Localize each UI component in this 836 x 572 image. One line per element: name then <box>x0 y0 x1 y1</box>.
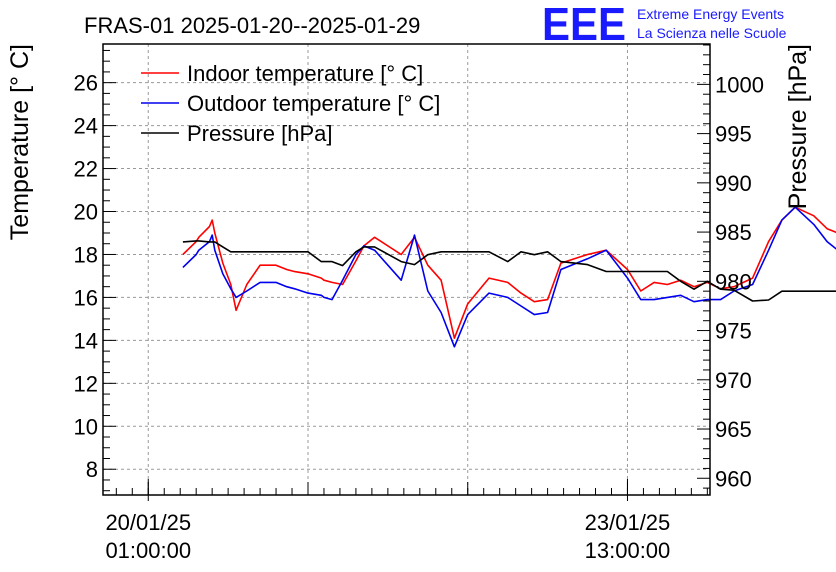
tick-label-x-time: 01:00:00 <box>105 538 191 563</box>
series-line-indoor-temperature <box>182 206 836 340</box>
tick-label-right: 960 <box>715 466 752 491</box>
tick-label-right: 995 <box>715 122 752 147</box>
tick-label-right: 970 <box>715 368 752 393</box>
right-axis: 960 965 970 975 980 985 990 995 1000 <box>697 44 764 491</box>
tick-label-left: 16 <box>74 285 98 310</box>
tick-label-right: 975 <box>715 319 752 344</box>
tick-label-left: 26 <box>74 71 98 96</box>
tick-label-left: 14 <box>74 328 98 353</box>
tick-label-right: 990 <box>715 171 752 196</box>
tick-label-left: 10 <box>74 414 98 439</box>
tick-label-left: 8 <box>86 457 98 482</box>
legend-label: Outdoor temperature [° C] <box>187 91 440 116</box>
eee-logo: EEE Extreme Energy Events La Scienza nel… <box>542 0 787 50</box>
tick-label-left: 12 <box>74 371 98 396</box>
y-axis-label-left: Temperature [° C] <box>6 44 34 240</box>
tick-label-x-time: 13:00:00 <box>585 538 671 563</box>
tick-label-left: 18 <box>74 242 98 267</box>
logo-mark: EEE <box>542 0 626 50</box>
logo-line-1: Extreme Energy Events <box>637 6 784 22</box>
logo-line-2: La Scienza nelle Scuole <box>637 25 787 41</box>
tick-label-right: 965 <box>715 417 752 442</box>
tick-label-left: 20 <box>74 200 98 225</box>
tick-label-left: 24 <box>74 114 98 139</box>
x-axis: 20/01/25 01:00:00 23/01/25 13:00:00 <box>105 479 708 563</box>
left-axis: 8 10 12 14 16 18 20 22 24 26 <box>74 49 116 492</box>
y-axis-label-right: Pressure [hPa] <box>784 44 812 209</box>
tick-label-right: 985 <box>715 220 752 245</box>
series-line-pressure <box>182 240 836 302</box>
legend-label: Indoor temperature [° C] <box>187 61 423 86</box>
tick-label-left: 22 <box>74 157 98 182</box>
legend: Indoor temperature [° C] Outdoor temperat… <box>141 61 440 146</box>
tick-label-x-date: 23/01/25 <box>585 510 671 535</box>
legend-label: Pressure [hPa] <box>187 121 333 146</box>
tick-label-right: 980 <box>715 269 752 294</box>
series-line-outdoor-temperature <box>182 206 836 348</box>
tick-label-x-date: 20/01/25 <box>105 510 191 535</box>
plot-frame <box>102 43 711 496</box>
tick-label-right: 1000 <box>715 72 764 97</box>
series-lines <box>182 206 836 348</box>
chart-title: FRAS-01 2025-01-20--2025-01-29 <box>84 13 420 38</box>
